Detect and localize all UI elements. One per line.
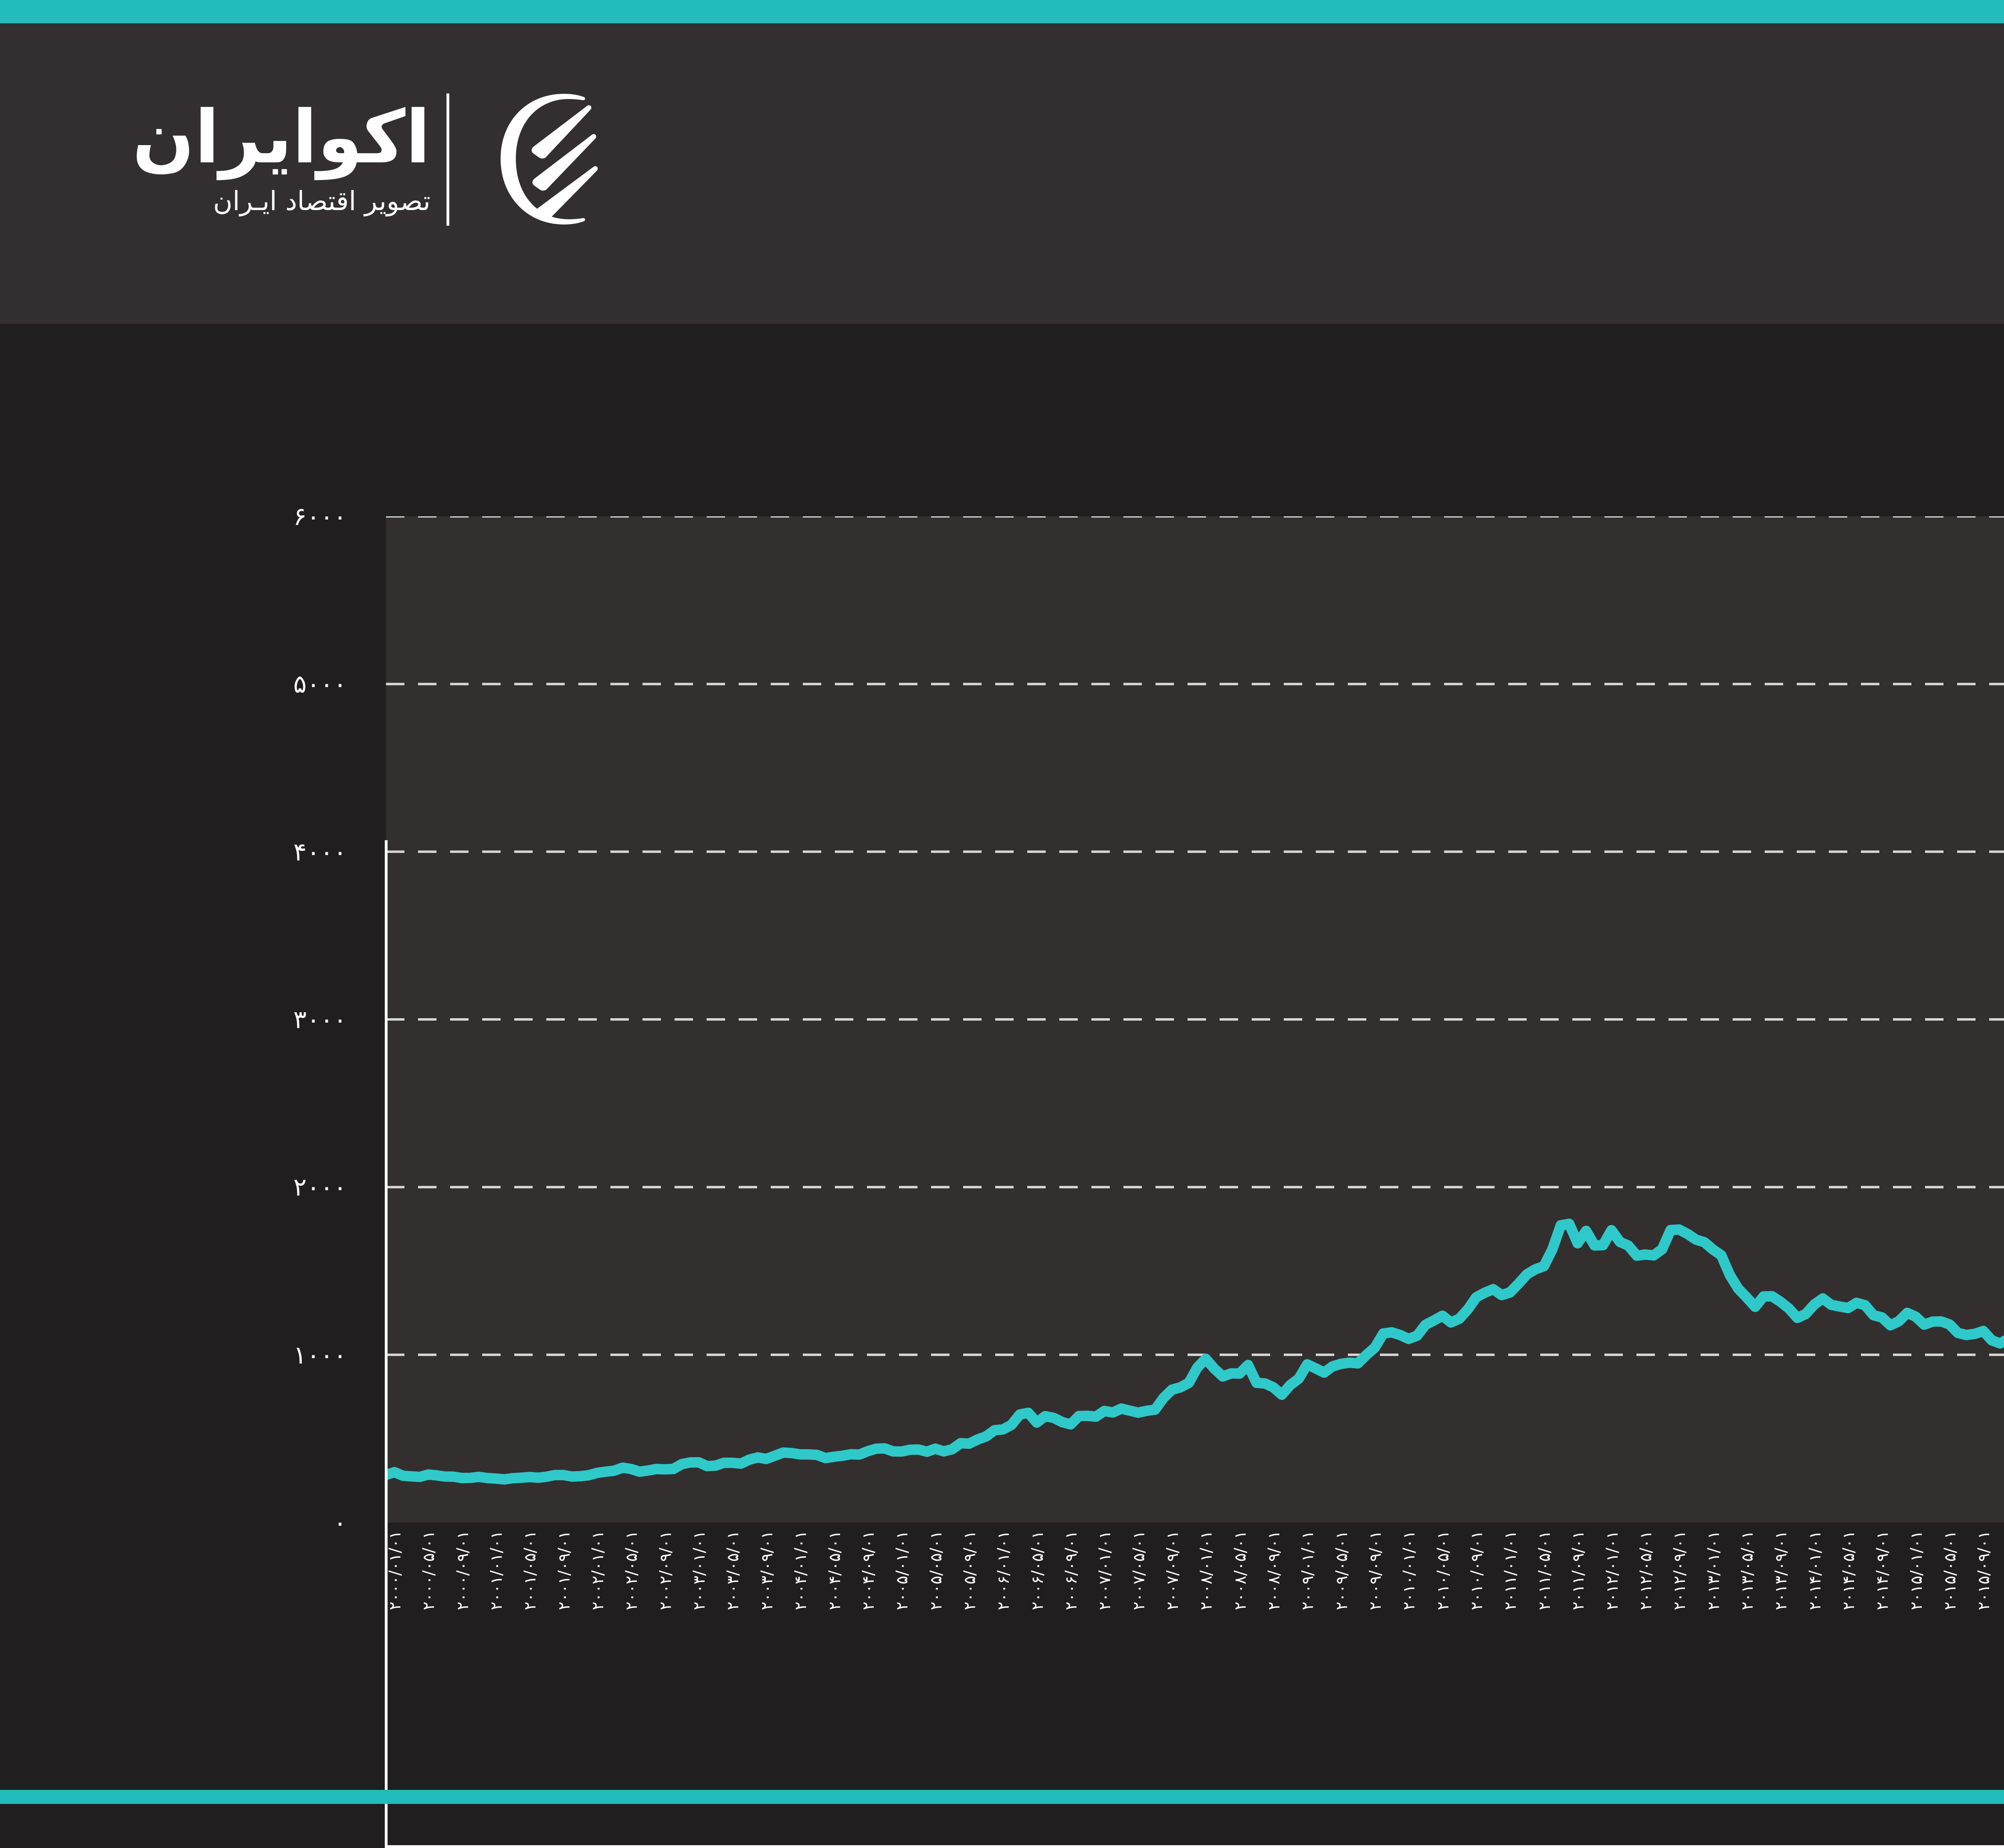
y-tick-label: ۶۰۰۰ <box>293 501 347 531</box>
x-tick-label: ۲۰۱۲/۰۵/۰۱ <box>1636 1531 1655 1610</box>
brand-tagline: تصویر اقتصاد ایـران <box>213 186 430 217</box>
gridlines <box>386 516 2004 1356</box>
x-tick-label: ۲۰۰۳/۰۹/۰۱ <box>758 1531 776 1610</box>
x-tick-label: ۲۰۱۳/۰۹/۰۱ <box>1772 1531 1791 1610</box>
x-tick-label: ۲۰۱۳/۰۱/۰۱ <box>1704 1531 1723 1610</box>
x-tick-label: ۲۰۰۶/۰۹/۰۱ <box>1062 1531 1081 1610</box>
x-tick-label: ۲۰۰۵/۰۵/۰۱ <box>927 1531 945 1610</box>
x-tick-label: ۲۰۱۲/۰۱/۰۱ <box>1603 1531 1622 1610</box>
top-accent-bar <box>0 0 2004 23</box>
x-tick-label: ۲۰۰۲/۰۵/۰۱ <box>622 1531 641 1610</box>
x-tick-label: ۲۰۰۱/۰۱/۰۱ <box>487 1531 506 1610</box>
y-tick-label: ۰ <box>333 1508 347 1537</box>
brand-logo-text: اکوایران تصویر اقتصاد ایـران <box>132 95 431 220</box>
x-tick-label: ۲۰۰۶/۰۱/۰۱ <box>994 1531 1013 1610</box>
x-tick-label: ۲۰۱۰/۰۹/۰۱ <box>1468 1531 1487 1610</box>
brand-logo: اکوایران تصویر اقتصاد ایـران <box>98 71 599 248</box>
bottom-accent-bar <box>0 1790 2004 1804</box>
x-tick-label: ۲۰۰۶/۰۵/۰۱ <box>1028 1531 1047 1610</box>
x-tick-label: ۲۰۰۱/۰۹/۰۱ <box>555 1531 574 1610</box>
logo-divider <box>446 93 449 226</box>
chart-region: ۰ ۱۰۰۰ ۲۰۰۰ ۳۰۰۰ ۴۰۰۰ ۵۰۰۰ ۶۰۰۰ ۲۰۰۰/۰۱/۰۱ ۲۰۰۰… <box>0 324 2004 1848</box>
x-tick-label: ۲۰۰۷/۰۱/۰۱ <box>1096 1531 1115 1610</box>
y-axis-tick-labels: ۰ ۱۰۰۰ ۲۰۰۰ ۳۰۰۰ ۴۰۰۰ ۵۰۰۰ ۶۰۰۰ <box>0 324 373 1790</box>
y-tick-label: ۴۰۰۰ <box>293 837 347 867</box>
y-tick-label: ۲۰۰۰ <box>293 1172 347 1202</box>
x-axis-tick-labels: ۲۰۰۰/۰۱/۰۱ ۲۰۰۰/۰۵/۰۱ ۲۰۰۰/۰۹/۰۱ ۲۰۰۱/۰۱/۰۱… <box>386 1531 2004 1787</box>
x-tick-label: ۲۰۰۸/۰۱/۰۱ <box>1197 1531 1216 1610</box>
x-tick-label: ۲۰۰۳/۰۱/۰۱ <box>690 1531 709 1610</box>
x-tick-label: ۲۰۰۳/۰۵/۰۱ <box>724 1531 743 1610</box>
x-tick-label: ۲۰۰۲/۰۹/۰۱ <box>656 1531 675 1610</box>
y-axis-line <box>385 840 388 1848</box>
x-tick-label: ۲۰۰۴/۰۱/۰۱ <box>792 1531 810 1610</box>
page-subtitle: (واحد: دلار) <box>1764 164 2004 214</box>
x-tick-label: ۲۰۱۴/۰۹/۰۱ <box>1873 1531 1892 1610</box>
x-tick-label: ۲۰۱۱/۰۱/۰۱ <box>1501 1531 1520 1610</box>
title-block: قیمت هر اونس طلای جهانی (واحد: دلار) <box>1764 67 2004 214</box>
x-tick-label: ۲۰۱۰/۰۱/۰۱ <box>1400 1531 1419 1610</box>
y-tick-label: ۳۰۰۰ <box>293 1005 347 1034</box>
x-tick-label: ۲۰۱۵/۰۱/۰۱ <box>1907 1531 1926 1610</box>
x-tick-label: ۲۰۱۱/۰۵/۰۱ <box>1535 1531 1554 1610</box>
x-tick-label: ۲۰۰۷/۰۵/۰۱ <box>1129 1531 1148 1610</box>
y-tick-label: ۵۰۰۰ <box>293 669 347 699</box>
x-tick-label: ۲۰۰۸/۰۵/۰۱ <box>1231 1531 1250 1610</box>
x-tick-label: ۲۰۱۴/۰۵/۰۱ <box>1839 1531 1858 1610</box>
x-tick-label: ۲۰۱۴/۰۱/۰۱ <box>1806 1531 1824 1610</box>
x-tick-label: ۲۰۰۸/۰۹/۰۱ <box>1265 1531 1284 1610</box>
x-tick-label: ۲۰۱۵/۰۵/۰۱ <box>1941 1531 1960 1610</box>
x-tick-label: ۲۰۰۷/۰۹/۰۱ <box>1164 1531 1182 1610</box>
x-tick-label: ۲۰۰۵/۰۱/۰۱ <box>893 1531 912 1610</box>
x-tick-label: ۲۰۰۰/۰۵/۰۱ <box>420 1531 438 1610</box>
gold-price-line <box>386 1218 2004 1485</box>
ecoiran-logo-icon <box>467 91 599 228</box>
x-tick-label: ۲۰۱۵/۰۹/۰۱ <box>1975 1531 1994 1610</box>
line-chart-svg <box>386 516 2004 1485</box>
x-axis-line <box>385 1845 2004 1848</box>
x-tick-label: ۲۰۰۴/۰۹/۰۱ <box>859 1531 878 1610</box>
plot-area <box>386 516 2004 1522</box>
brand-name: اکوایران <box>132 95 431 180</box>
x-tick-label: ۲۰۰۰/۰۱/۰۱ <box>386 1531 404 1610</box>
x-tick-label: ۲۰۰۹/۰۱/۰۱ <box>1299 1531 1317 1610</box>
x-tick-label: ۲۰۰۵/۰۹/۰۱ <box>960 1531 979 1610</box>
x-tick-label: ۲۰۱۱/۰۹/۰۱ <box>1569 1531 1588 1610</box>
y-tick-label: ۱۰۰۰ <box>293 1340 347 1370</box>
x-tick-label: ۲۰۰۹/۰۵/۰۱ <box>1332 1531 1351 1610</box>
x-tick-label: ۲۰۰۰/۰۹/۰۱ <box>453 1531 472 1610</box>
x-tick-label: ۲۰۱۰/۰۵/۰۱ <box>1434 1531 1452 1610</box>
x-tick-label: ۲۰۰۲/۰۱/۰۱ <box>589 1531 608 1610</box>
x-tick-label: ۲۰۱۳/۰۵/۰۱ <box>1738 1531 1757 1610</box>
x-tick-label: ۲۰۱۲/۰۹/۰۱ <box>1671 1531 1689 1610</box>
page-title: قیمت هر اونس طلای جهانی <box>1764 67 2004 140</box>
page-header: اکوایران تصویر اقتصاد ایـران قیمت هر اون… <box>0 23 2004 324</box>
x-tick-label: ۲۰۰۱/۰۵/۰۱ <box>521 1531 540 1610</box>
x-tick-label: ۲۰۰۹/۰۹/۰۱ <box>1366 1531 1385 1610</box>
x-tick-label: ۲۰۰۴/۰۵/۰۱ <box>825 1531 844 1610</box>
